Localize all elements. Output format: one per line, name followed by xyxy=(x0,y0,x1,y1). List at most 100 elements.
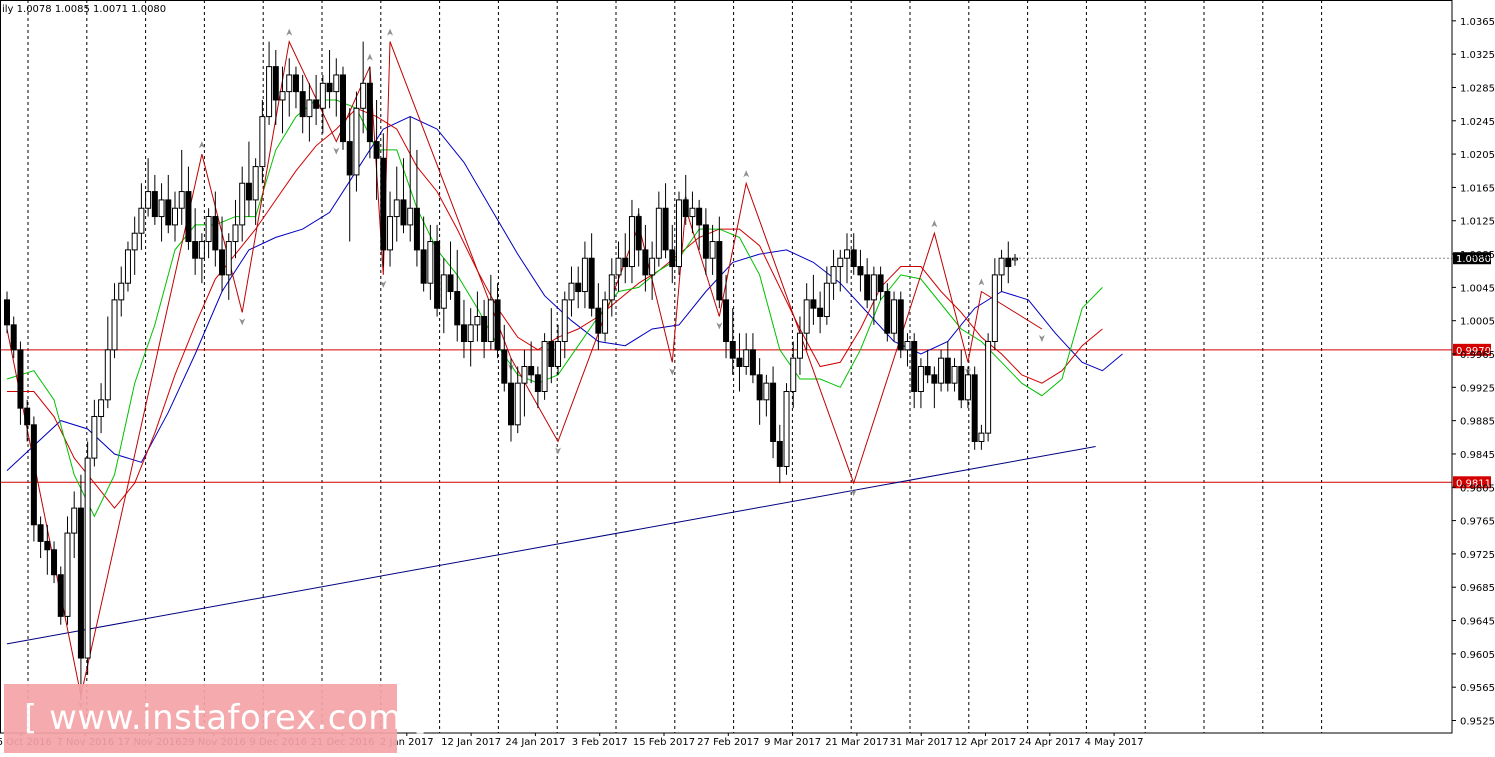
candle-bull xyxy=(440,274,447,309)
candle-bear xyxy=(366,82,373,143)
candle-bear xyxy=(447,274,454,293)
y-tick-label: 0.9605 xyxy=(1460,650,1495,661)
x-tick-label: 21 Mar 2017 xyxy=(825,737,888,748)
x-tick-label: 12 Apr 2017 xyxy=(955,737,1017,748)
candle-bull xyxy=(487,299,494,343)
candle-bear xyxy=(669,249,676,268)
candle-bull xyxy=(689,207,696,218)
candle-bull xyxy=(743,349,750,368)
candle-bear xyxy=(944,357,951,384)
candle-bull xyxy=(581,257,588,293)
y-tick-label: 0.9565 xyxy=(1460,683,1495,694)
fractal-arrow xyxy=(931,220,938,228)
fractal-arrow xyxy=(669,368,676,376)
candle-bull xyxy=(1012,257,1018,261)
y-tick-label: 0.9725 xyxy=(1460,550,1495,561)
candle-bear xyxy=(642,249,649,276)
watermark-text: [ www.instaforex.com ] xyxy=(24,698,427,738)
fractal-arrow xyxy=(366,53,373,61)
candle-bull xyxy=(306,99,313,118)
y-tick-label: 1.0365 xyxy=(1460,17,1495,28)
y-tick-label: 0.9645 xyxy=(1460,617,1495,628)
candle-bear xyxy=(373,141,380,159)
candle-bear xyxy=(857,266,864,276)
candle-bull xyxy=(823,282,830,318)
x-tick-label: 24 Jan 2017 xyxy=(505,737,565,748)
y-tick-label: 1.0285 xyxy=(1460,83,1495,94)
candle-bull xyxy=(568,282,575,301)
fractal-arrow xyxy=(286,28,293,36)
candle-bear xyxy=(729,341,736,359)
candle-bull xyxy=(98,399,105,417)
candle-bull xyxy=(602,299,609,334)
moving-average-mid xyxy=(7,107,1103,509)
x-tick-label: 2 Jan 2017 xyxy=(380,737,434,748)
candle-bear xyxy=(340,74,346,143)
candle-bear xyxy=(770,382,777,442)
candle-bear xyxy=(971,374,978,442)
fractal-arrow xyxy=(239,318,246,326)
x-tick-label: 4 May 2017 xyxy=(1085,737,1144,748)
candle-bull xyxy=(205,216,212,243)
candle-bull xyxy=(615,257,622,276)
candle-bull xyxy=(709,241,716,259)
candle-bear xyxy=(77,507,84,659)
candle-bull xyxy=(64,532,71,617)
candle-bull xyxy=(158,199,165,218)
candle-bull xyxy=(178,191,185,209)
candles xyxy=(4,41,1018,700)
candle-bear xyxy=(931,374,938,384)
candle-bear xyxy=(57,574,64,617)
candle-bear xyxy=(534,374,541,392)
candle-bull xyxy=(830,266,837,284)
fractal-arrow xyxy=(716,322,723,330)
fractal-arrow xyxy=(387,28,394,36)
candle-bear xyxy=(299,91,306,118)
candle-bear xyxy=(1005,257,1012,268)
candle-bear xyxy=(635,216,642,251)
y-tick-label: 1.0085 xyxy=(1460,250,1495,261)
y-tick-label: 1.0325 xyxy=(1460,50,1495,61)
candle-bull xyxy=(225,241,232,276)
candle-bear xyxy=(51,549,58,576)
candle-bull xyxy=(138,207,145,234)
x-tick-label: 3 Feb 2017 xyxy=(572,737,628,748)
candle-bull xyxy=(259,116,266,168)
price-level-tag xyxy=(1453,476,1491,489)
moving-average-slow xyxy=(6,116,1123,471)
x-tick-label: 15 Feb 2017 xyxy=(633,737,695,748)
y-tick-label: 1.0245 xyxy=(1460,117,1495,128)
candle-bull xyxy=(555,341,562,367)
candle-bear xyxy=(37,524,44,542)
candle-bull xyxy=(407,207,414,226)
candle-bull xyxy=(891,299,898,334)
candle-bear xyxy=(911,341,918,392)
ohlc-header: ily 1.0078 1.0085 1.0071 1.0080 xyxy=(2,4,167,15)
candle-bear xyxy=(165,199,172,226)
fractal-arrow xyxy=(198,141,205,149)
candle-bear xyxy=(723,299,730,343)
candle-bull xyxy=(844,249,850,259)
candle-bear xyxy=(44,540,51,551)
candle-bear xyxy=(460,324,467,343)
candle-bear xyxy=(501,349,508,384)
candle-bear xyxy=(494,299,501,351)
candle-bull xyxy=(360,82,367,109)
candle-bear xyxy=(924,366,931,376)
candle-bull xyxy=(783,390,790,467)
candle-bear xyxy=(326,82,333,93)
trend-line xyxy=(6,445,1096,645)
y-tick-label: 0.9845 xyxy=(1460,450,1495,461)
candle-bear xyxy=(292,74,299,93)
y-tick-label: 0.9765 xyxy=(1460,517,1495,528)
candle-bull xyxy=(649,257,656,276)
fractal-arrow xyxy=(978,278,985,286)
candle-bear xyxy=(313,99,320,109)
y-tick-label: 1.0165 xyxy=(1460,183,1495,194)
candle-bear xyxy=(810,299,817,309)
y-tick-label: 1.0205 xyxy=(1460,150,1495,161)
candle-bull xyxy=(870,274,877,301)
candle-bull xyxy=(978,432,985,442)
y-tick-label: 0.9805 xyxy=(1460,483,1495,494)
